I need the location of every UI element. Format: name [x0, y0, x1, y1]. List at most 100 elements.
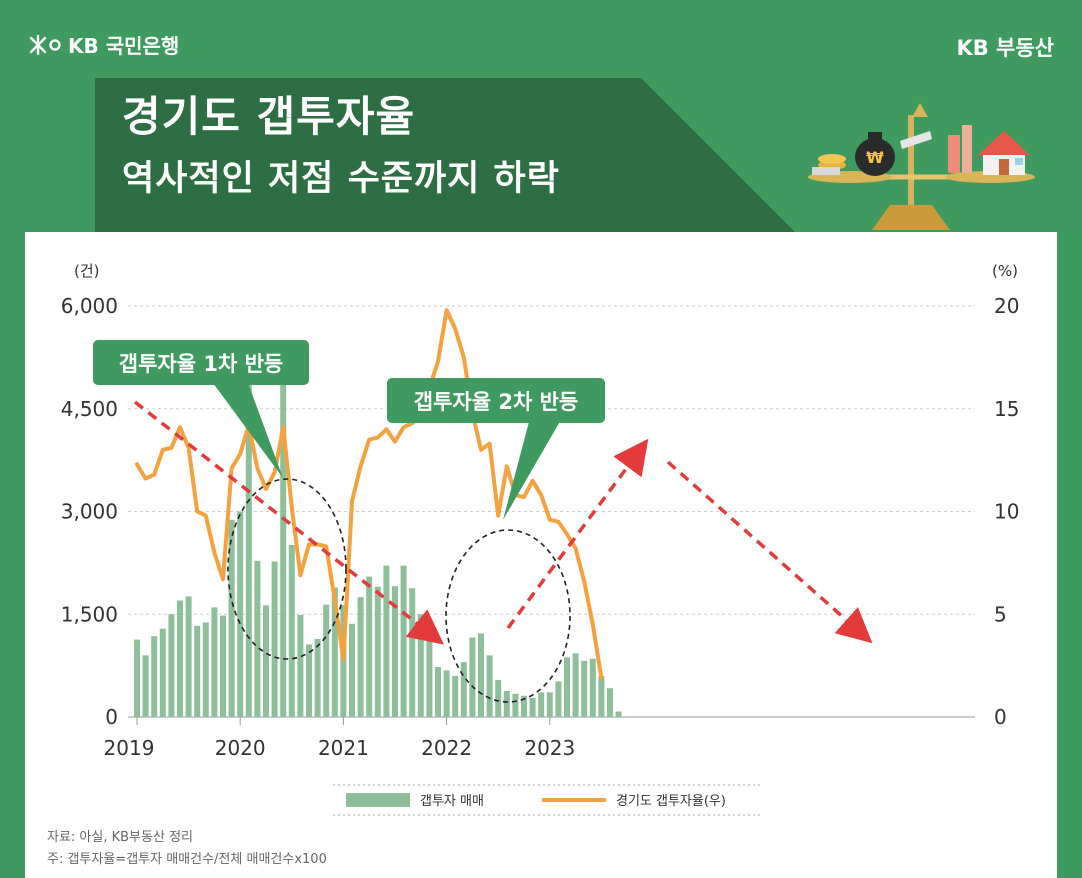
y-left-tick-label: 1,500 — [61, 602, 118, 626]
bar — [271, 561, 278, 717]
kb-star-icon — [29, 34, 61, 55]
bar — [555, 681, 562, 717]
bar — [331, 587, 338, 717]
bar — [486, 655, 493, 717]
bar — [374, 586, 381, 717]
bar — [280, 341, 287, 717]
y-left-unit: (건) — [74, 262, 100, 280]
bar — [538, 692, 545, 717]
highlight-circle-2 — [445, 529, 571, 703]
bar — [512, 693, 519, 717]
bar — [349, 623, 355, 717]
bar — [151, 636, 158, 717]
bar — [357, 597, 364, 717]
bar — [503, 690, 510, 717]
y-left-tick-label: 4,500 — [61, 397, 118, 421]
bar — [521, 695, 527, 717]
formula-note: 주: 갭투자율=갭투자 매매건수/전체 매매건수x100 — [47, 852, 327, 867]
series-line — [135, 308, 604, 680]
house-icon — [948, 125, 1030, 175]
x-tick-label: 2020 — [215, 736, 266, 760]
callout-box-2 — [387, 378, 605, 423]
bar — [323, 604, 330, 717]
trend-arrow — [666, 460, 873, 644]
bar — [546, 692, 553, 717]
y-right-tick-label: 0 — [994, 705, 1007, 729]
bar — [177, 600, 183, 717]
bar — [392, 586, 398, 717]
coins-icon — [812, 154, 846, 175]
scale-pole — [908, 115, 914, 205]
bar — [452, 675, 459, 717]
bar — [306, 644, 312, 717]
scale-illustration-icon: ₩ — [808, 103, 1035, 230]
bar — [607, 688, 613, 717]
bar — [168, 614, 175, 717]
bar — [159, 628, 166, 717]
bar — [314, 638, 321, 717]
legend-line-label: 경기도 갭투자율(우) — [616, 794, 726, 809]
bar — [245, 371, 252, 717]
bar — [409, 588, 416, 717]
trend-arrow — [506, 438, 649, 630]
bar — [366, 576, 373, 717]
source-note: 자료: 아실, KB부동산 정리 — [47, 830, 193, 845]
scale-base — [872, 205, 950, 230]
bar — [297, 614, 304, 717]
y-left-tick-label: 0 — [105, 705, 118, 729]
x-tick-label: 2021 — [318, 736, 369, 760]
bar — [615, 711, 622, 717]
kb-bank-logo: KB 국민은행 — [28, 30, 179, 59]
bar — [572, 653, 579, 717]
bar — [460, 662, 467, 717]
page-title: 경기도 갭투자율 — [122, 92, 416, 141]
callout-box-1 — [93, 340, 309, 385]
y-left-tick-label: 3,000 — [61, 500, 118, 524]
bar — [443, 670, 450, 717]
x-tick-label: 2023 — [524, 736, 575, 760]
money-bag-icon: ₩ — [855, 132, 895, 176]
callout-pointer-2 — [503, 418, 562, 520]
callout-label-2: 갭투자율 2차 반등 — [414, 390, 578, 414]
bar — [417, 614, 424, 717]
bar — [194, 625, 201, 717]
chart-panel — [25, 232, 1057, 878]
svg-text:₩: ₩ — [866, 148, 884, 167]
x-tick-label: 2022 — [421, 736, 472, 760]
bank-logo-text: KB 국민은행 — [68, 34, 180, 58]
trend-arrow — [133, 400, 445, 645]
highlight-circle-1 — [227, 478, 347, 660]
legend-bar-label: 갭투자 매매 — [420, 794, 484, 809]
callout-pointer-1 — [213, 383, 283, 478]
bar — [263, 605, 269, 717]
y-right-unit: (%) — [992, 262, 1018, 280]
bar — [383, 565, 390, 717]
y-left-tick-label: 6,000 — [61, 294, 118, 318]
callout-label-1: 갭투자율 1차 반등 — [119, 352, 283, 376]
y-right-tick-label: 10 — [994, 500, 1019, 524]
y-right-tick-label: 20 — [994, 294, 1019, 318]
bar — [495, 680, 502, 717]
bar — [237, 511, 244, 717]
bar — [142, 655, 149, 717]
kb-realestate-logo: KB 부동산 — [956, 36, 1054, 60]
bar — [220, 615, 226, 717]
bar — [228, 519, 235, 717]
bar — [202, 622, 209, 717]
y-right-tick-label: 15 — [994, 397, 1019, 421]
bar — [288, 545, 295, 717]
bar — [598, 675, 605, 717]
bar — [589, 658, 596, 717]
bar — [185, 596, 192, 717]
legend-bar-swatch — [346, 793, 410, 807]
page-subtitle: 역사적인 저점 수준까지 하락 — [122, 159, 560, 199]
bar — [529, 697, 536, 717]
bar — [254, 560, 261, 717]
bar — [564, 657, 570, 717]
y-right-tick-label: 5 — [994, 602, 1007, 626]
bar — [211, 607, 218, 717]
bar — [469, 637, 476, 717]
bar — [581, 660, 588, 717]
bar — [435, 666, 441, 717]
